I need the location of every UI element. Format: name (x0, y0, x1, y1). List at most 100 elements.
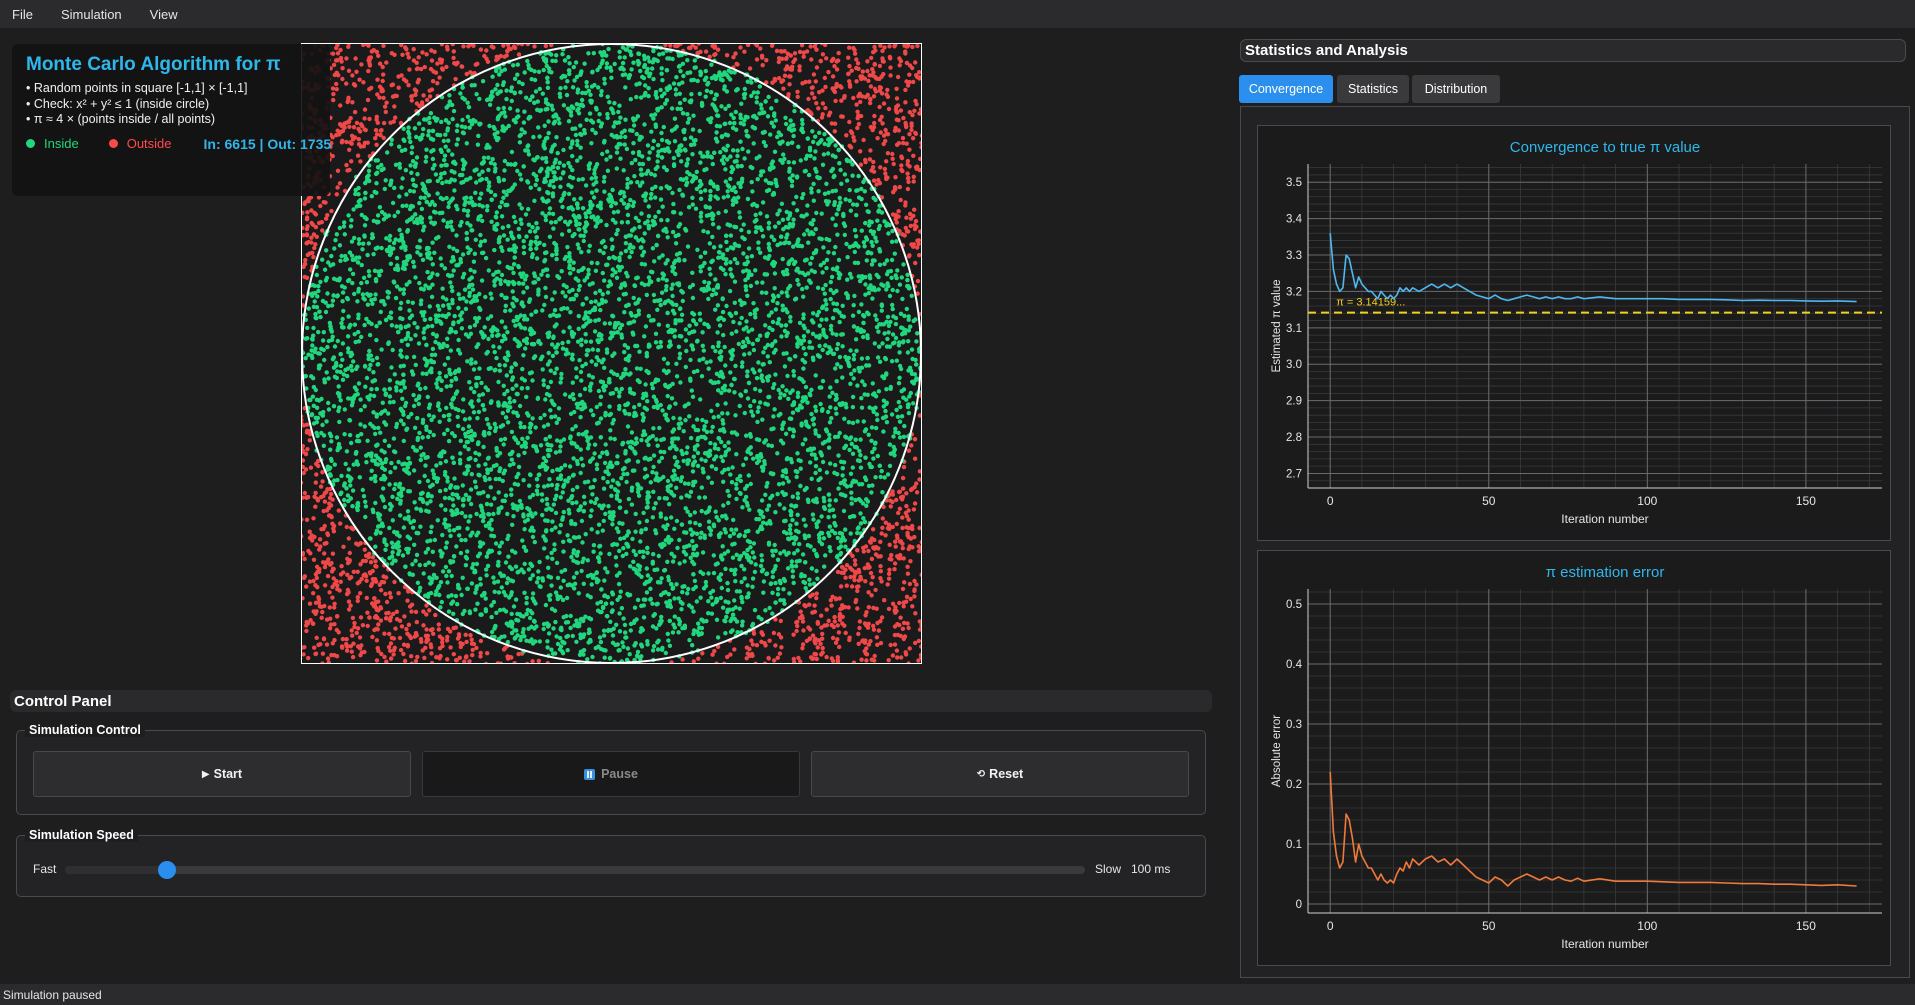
point-inside (447, 412, 452, 418)
point-inside (355, 462, 361, 467)
point-outside (917, 253, 922, 258)
point-inside (615, 454, 620, 459)
point-outside (392, 104, 397, 109)
point-inside (734, 452, 739, 457)
point-inside (427, 369, 432, 374)
point-inside (607, 100, 612, 105)
point-inside (610, 273, 615, 278)
point-outside (348, 603, 353, 608)
point-outside (431, 631, 436, 636)
point-inside (521, 120, 527, 125)
point-inside (566, 161, 571, 166)
point-inside (810, 331, 816, 336)
point-inside (900, 326, 905, 331)
point-inside (339, 321, 344, 326)
point-inside (654, 626, 659, 631)
point-inside (430, 156, 436, 162)
point-inside (778, 551, 783, 556)
point-inside (439, 119, 444, 125)
point-inside (720, 296, 725, 302)
point-inside (498, 437, 504, 442)
point-outside (313, 651, 318, 657)
point-inside (476, 315, 482, 321)
menu-file[interactable]: File (12, 6, 33, 22)
point-inside (386, 411, 391, 416)
point-outside (696, 656, 701, 661)
point-inside (690, 127, 696, 132)
point-inside (628, 444, 633, 450)
point-inside (760, 200, 766, 205)
point-inside (676, 64, 682, 69)
point-inside (401, 126, 406, 131)
point-inside (827, 545, 832, 550)
point-inside (740, 360, 745, 365)
point-inside (455, 414, 460, 420)
point-inside (447, 99, 452, 104)
point-inside (874, 412, 880, 417)
point-inside (577, 652, 583, 657)
point-inside (359, 280, 364, 286)
point-inside (483, 462, 488, 467)
point-inside (649, 191, 654, 197)
point-outside (346, 607, 352, 612)
point-inside (745, 547, 750, 553)
point-inside (763, 178, 768, 183)
point-outside (337, 181, 343, 186)
point-inside (821, 152, 827, 157)
point-inside (779, 334, 784, 339)
point-inside (459, 537, 464, 543)
point-inside (604, 61, 610, 66)
point-inside (894, 358, 899, 363)
point-inside (423, 550, 428, 555)
menu-view[interactable]: View (149, 6, 178, 22)
point-outside (902, 634, 908, 639)
point-inside (897, 282, 903, 287)
point-outside (501, 43, 506, 48)
point-inside (753, 212, 758, 218)
point-inside (869, 262, 875, 267)
point-inside (885, 336, 890, 342)
point-inside (827, 503, 832, 508)
point-inside (679, 475, 685, 480)
point-outside (907, 110, 912, 115)
point-inside (663, 526, 668, 531)
point-outside (335, 51, 341, 56)
point-inside (500, 124, 505, 129)
point-inside (411, 468, 417, 473)
point-outside (429, 645, 434, 650)
point-inside (899, 389, 904, 394)
point-inside (585, 657, 590, 662)
point-inside (717, 124, 723, 129)
point-outside (301, 448, 306, 453)
point-outside (451, 652, 456, 657)
point-inside (859, 405, 865, 410)
point-inside (530, 416, 535, 421)
point-inside (604, 347, 610, 352)
point-inside (813, 431, 818, 436)
point-inside (880, 374, 885, 379)
point-outside (853, 597, 859, 603)
point-inside (459, 592, 464, 598)
point-inside (571, 575, 577, 580)
point-inside (716, 340, 721, 345)
point-inside (895, 414, 901, 419)
point-inside (665, 218, 670, 223)
point-inside (724, 516, 729, 521)
point-outside (338, 579, 343, 584)
point-inside (697, 128, 702, 134)
point-inside (680, 298, 685, 304)
point-inside (447, 200, 452, 205)
point-inside (904, 306, 909, 312)
point-inside (645, 55, 651, 60)
point-inside (311, 325, 316, 331)
point-outside (837, 596, 842, 601)
point-outside (352, 620, 357, 626)
menu-simulation[interactable]: Simulation (60, 6, 122, 22)
point-inside (856, 309, 862, 315)
point-inside (656, 149, 661, 154)
point-inside (697, 311, 702, 316)
point-inside (745, 79, 750, 84)
point-inside (547, 434, 552, 439)
point-inside (720, 605, 726, 610)
point-outside (429, 651, 434, 656)
